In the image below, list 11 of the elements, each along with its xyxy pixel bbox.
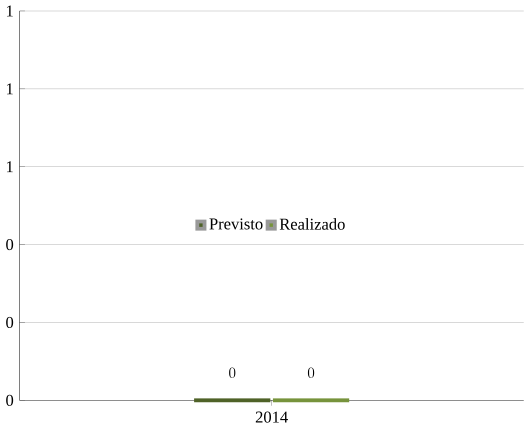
y-tick-label: 1 [6,83,13,94]
y-tick-label: 1 [6,5,13,16]
y-tick-label: 0 [6,316,14,328]
y-tick-label: 0 [6,394,14,406]
legend-label: Previsto [209,218,263,230]
data-label: 0 [229,367,236,378]
data-label: 0 [308,367,314,378]
legend-label: Realizado [280,218,345,230]
x-tick-label: 2014 [256,411,288,423]
y-tick-label: 1 [6,161,13,172]
y-tick-label: 0 [6,238,14,250]
